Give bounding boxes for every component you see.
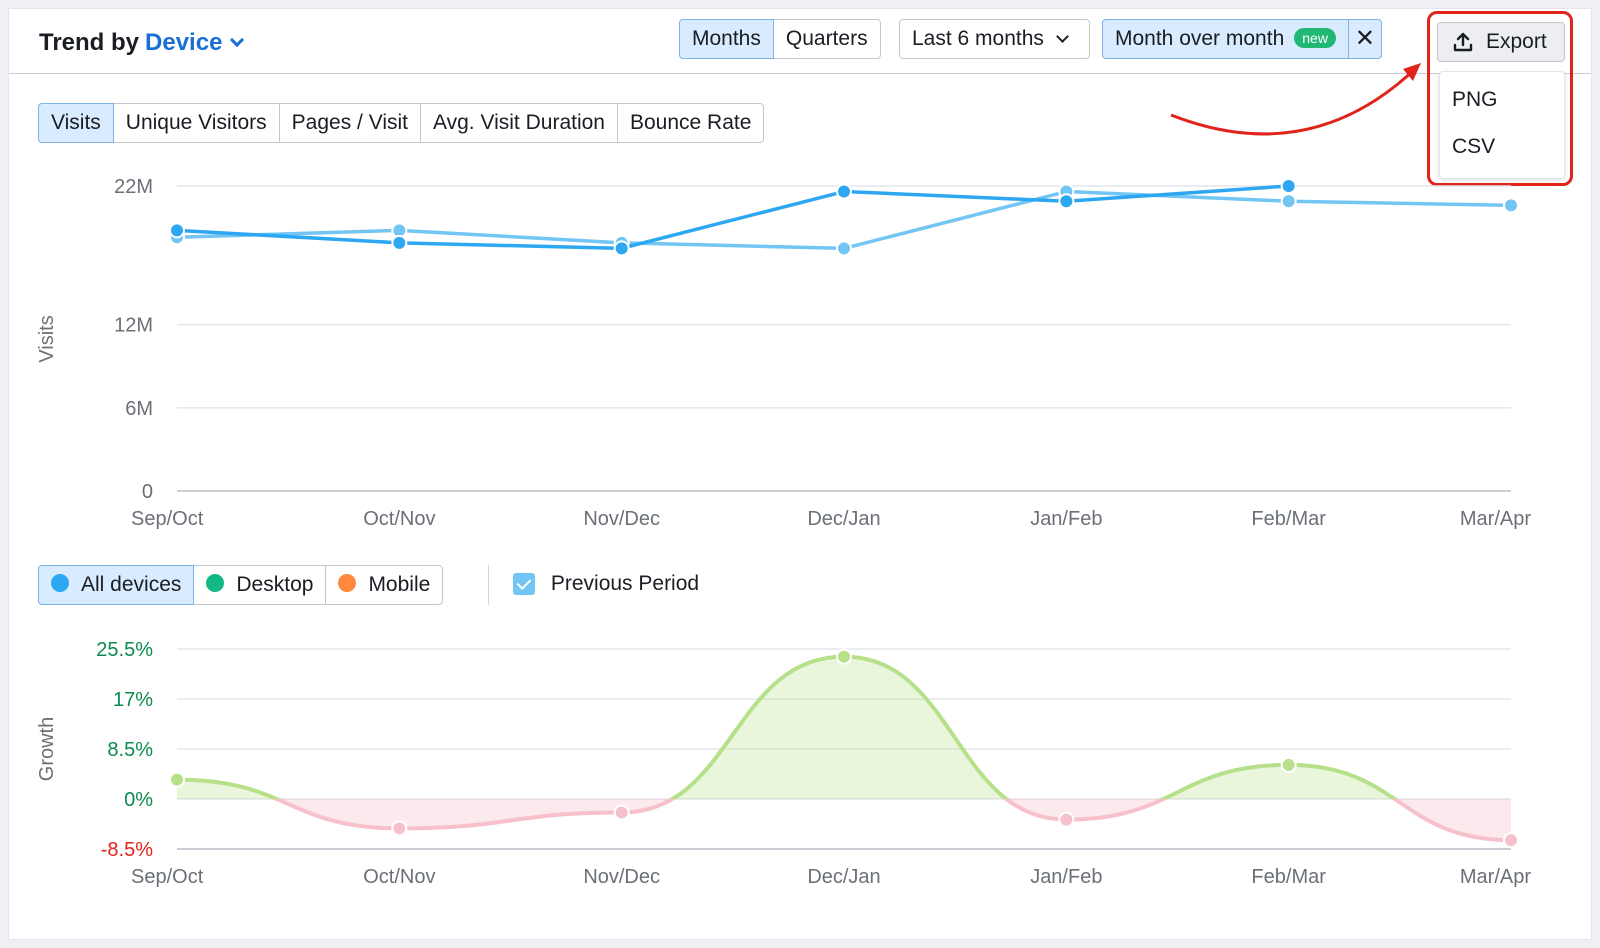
annotation-arrow — [1170, 63, 1421, 136]
y-tick-label: 6M — [125, 398, 153, 420]
x-tick-label: Dec/Jan — [807, 508, 880, 530]
title-prefix: Trend by — [39, 29, 140, 56]
new-badge: new — [1294, 28, 1336, 48]
growth-point — [1058, 811, 1075, 828]
y-tick-label: 22M — [114, 176, 153, 198]
x-tick-label: Oct/Nov — [363, 866, 435, 888]
tab-pages-per-visit[interactable]: Pages / Visit — [278, 103, 421, 143]
export-csv-option[interactable]: CSV — [1452, 135, 1496, 158]
growth-point — [391, 820, 408, 837]
x-tick-label: Feb/Mar — [1251, 508, 1326, 530]
x-tick-label: Nov/Dec — [583, 866, 660, 888]
x-tick-label: Nov/Dec — [583, 508, 660, 530]
device-desktop[interactable]: Desktop — [193, 565, 327, 605]
growth-area-positive — [177, 656, 1511, 799]
current-period-line — [176, 184, 1289, 251]
desktop-dot-icon — [206, 574, 225, 593]
y-axis-label: Visits — [36, 315, 58, 362]
growth-point — [169, 771, 185, 788]
date-range-label: Last 6 months — [912, 27, 1044, 50]
period-toggle: Months Quarters — [679, 19, 881, 59]
quarters-button[interactable]: Quarters — [772, 19, 881, 59]
previous-period-point — [1503, 197, 1519, 214]
x-tick-label: Dec/Jan — [807, 866, 880, 888]
all-devices-dot-icon — [51, 574, 69, 593]
growth-point — [613, 804, 630, 821]
y-tick-label: 0 — [142, 481, 153, 503]
comparison-label: Month over month — [1115, 27, 1285, 50]
current-period-point — [391, 234, 408, 251]
widget-title: Trend by Device — [39, 29, 245, 57]
annotation-highlight-box — [1427, 11, 1573, 186]
current-period-point — [836, 183, 852, 200]
export-label: Export — [1486, 30, 1547, 53]
clear-comparison-button[interactable]: ✕ — [1347, 19, 1382, 59]
export-menu: PNG CSV — [1439, 71, 1565, 179]
growth-chart: Growth -8.5% 0% 8.5% 17% 25.5% Sep/Oct Oct/Nov N… — [36, 639, 1531, 888]
upload-icon — [1453, 32, 1473, 52]
export-png-option[interactable]: PNG — [1452, 88, 1498, 111]
tab-unique-visitors[interactable]: Unique Visitors — [112, 103, 280, 143]
device-label: All devices — [81, 573, 182, 596]
x-tick-label: Oct/Nov — [363, 508, 435, 530]
growth-area-negative — [177, 799, 1511, 841]
comparison-button[interactable]: Month over month new — [1102, 19, 1349, 59]
x-tick-label: Jan/Feb — [1030, 866, 1102, 888]
months-button[interactable]: Months — [679, 19, 774, 59]
device-dimension-selector[interactable]: Device — [145, 29, 223, 56]
comparison-filter: Month over month new ✕ — [1102, 19, 1382, 59]
current-period-point — [613, 240, 630, 257]
y-tick-label: 25.5% — [96, 639, 153, 661]
tab-visits[interactable]: Visits — [38, 103, 114, 143]
x-tick-label: Sep/Oct — [131, 866, 204, 888]
y-tick-label: 17% — [113, 689, 153, 711]
device-label: Mobile — [368, 573, 431, 596]
x-tick-label: Mar/Apr — [1460, 866, 1531, 888]
previous-period-point — [836, 240, 852, 257]
close-icon: ✕ — [1354, 25, 1375, 52]
growth-point — [1503, 832, 1519, 849]
x-tick-label: Mar/Apr — [1460, 508, 1531, 530]
y-axis-label: Growth — [36, 717, 58, 781]
visits-chart: Visits 0 6M 12M 22M Sep/Oct Oct/Nov Nov/Dec Dec/… — [36, 176, 1531, 530]
card-header: Trend by Device Months Quarters Last 6 mo… — [9, 9, 1591, 74]
current-period-point — [1058, 193, 1075, 210]
y-tick-label: 8.5% — [107, 739, 153, 761]
tab-avg-visit-duration[interactable]: Avg. Visit Duration — [420, 103, 618, 143]
date-range-dropdown[interactable]: Last 6 months — [899, 19, 1090, 59]
current-period-point — [1280, 178, 1297, 194]
x-tick-label: Feb/Mar — [1251, 866, 1326, 888]
device-filter: All devices Desktop Mobile — [38, 565, 444, 605]
trend-card: Trend by Device Months Quarters Last 6 mo… — [8, 8, 1592, 940]
device-label: Desktop — [236, 573, 314, 596]
current-period-point — [169, 222, 185, 239]
y-tick-label: 12M — [114, 315, 153, 337]
metric-tabs: Visits Unique Visitors Pages / Visit Avg… — [38, 103, 765, 143]
growth-point — [836, 648, 852, 665]
export-button[interactable]: Export — [1437, 22, 1565, 62]
x-tick-label: Jan/Feb — [1030, 508, 1102, 530]
y-tick-label: -8.5% — [101, 839, 153, 861]
x-tick-label: Sep/Oct — [131, 508, 204, 530]
device-mobile[interactable]: Mobile — [325, 565, 444, 605]
previous-period-point — [1280, 193, 1297, 210]
tab-bounce-rate[interactable]: Bounce Rate — [616, 103, 765, 143]
growth-point — [1280, 756, 1297, 773]
device-all-devices[interactable]: All devices — [38, 565, 195, 605]
mobile-dot-icon — [338, 574, 357, 593]
checkbox-checked-icon[interactable] — [513, 573, 535, 596]
y-tick-label: 0% — [124, 789, 153, 811]
divider — [488, 565, 489, 605]
previous-period-label: Previous Period — [550, 572, 700, 596]
previous-period-toggle[interactable]: Previous Period — [513, 572, 699, 596]
